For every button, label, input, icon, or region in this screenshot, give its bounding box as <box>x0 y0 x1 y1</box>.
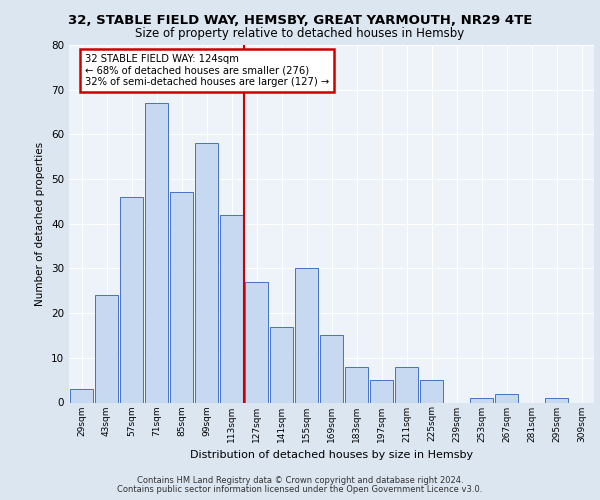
Bar <box>70 389 94 402</box>
Bar <box>494 394 518 402</box>
Text: Contains HM Land Registry data © Crown copyright and database right 2024.: Contains HM Land Registry data © Crown c… <box>137 476 463 485</box>
Text: 32 STABLE FIELD WAY: 124sqm
← 68% of detached houses are smaller (276)
32% of se: 32 STABLE FIELD WAY: 124sqm ← 68% of det… <box>85 54 329 87</box>
Bar <box>470 398 493 402</box>
Bar <box>269 326 293 402</box>
Bar <box>344 367 368 402</box>
Bar <box>395 367 418 402</box>
Bar <box>145 103 169 403</box>
Bar <box>170 192 193 402</box>
Bar <box>545 398 568 402</box>
Bar <box>320 336 343 402</box>
Text: Size of property relative to detached houses in Hemsby: Size of property relative to detached ho… <box>136 28 464 40</box>
Text: Contains public sector information licensed under the Open Government Licence v3: Contains public sector information licen… <box>118 485 482 494</box>
Bar <box>419 380 443 402</box>
Bar <box>194 144 218 402</box>
Bar <box>245 282 268 403</box>
Bar <box>295 268 319 402</box>
Bar <box>220 215 244 402</box>
Text: 32, STABLE FIELD WAY, HEMSBY, GREAT YARMOUTH, NR29 4TE: 32, STABLE FIELD WAY, HEMSBY, GREAT YARM… <box>68 14 532 27</box>
Bar <box>370 380 394 402</box>
X-axis label: Distribution of detached houses by size in Hemsby: Distribution of detached houses by size … <box>190 450 473 460</box>
Bar <box>119 197 143 402</box>
Y-axis label: Number of detached properties: Number of detached properties <box>35 142 46 306</box>
Bar <box>95 295 118 403</box>
